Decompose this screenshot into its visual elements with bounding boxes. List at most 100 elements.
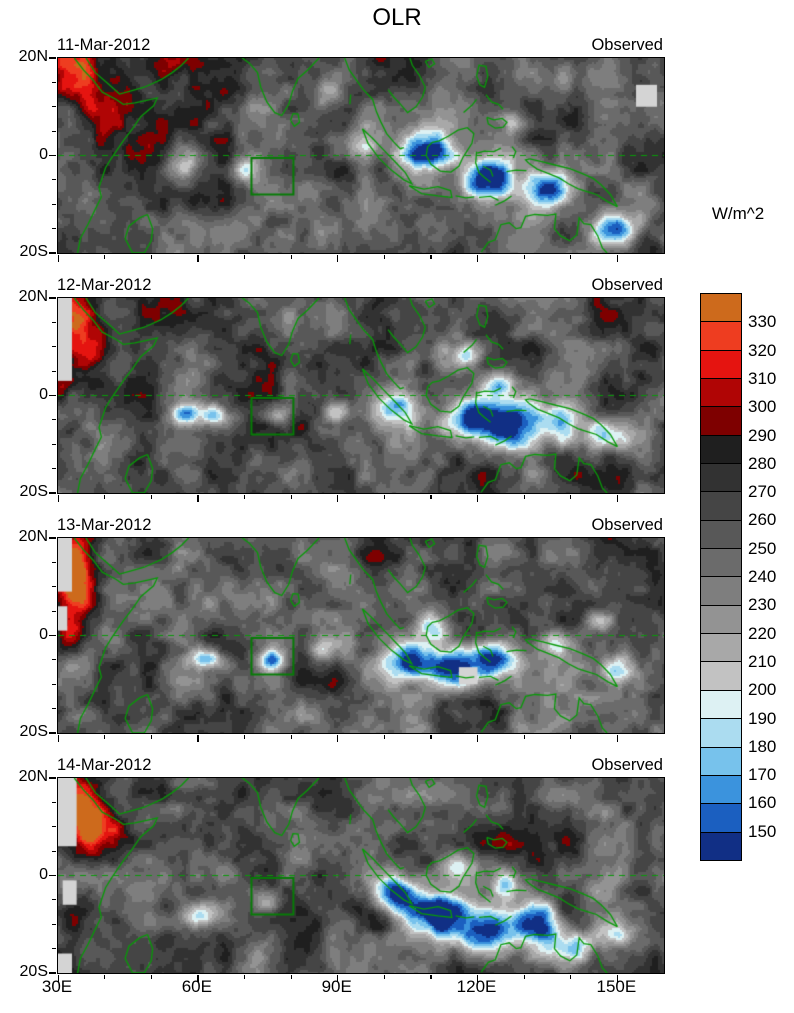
y-axis-tick <box>52 610 57 612</box>
colorbar-segment <box>701 379 741 407</box>
y-axis-tick <box>52 419 57 421</box>
x-axis-tick <box>197 734 199 742</box>
x-axis-tick <box>243 254 246 259</box>
colorbar-segment <box>701 407 741 435</box>
x-axis-tick <box>150 974 152 979</box>
x-axis-label: 30E <box>41 977 73 996</box>
x-axis-label: 150E <box>596 977 637 996</box>
colorbar-unit-label: W/m^2 <box>711 204 765 223</box>
y-axis-label: 0 <box>39 625 48 643</box>
x-axis-tick <box>616 254 619 262</box>
y-axis-tick <box>49 874 57 877</box>
x-axis-tick <box>383 974 385 979</box>
x-axis-label: 60E <box>181 977 212 996</box>
panel-header: 12-Mar-2012 Observed <box>57 275 663 295</box>
x-axis-tick <box>383 494 385 499</box>
x-axis-tick <box>477 494 479 502</box>
colorbar-tick-label: 290 <box>748 425 777 445</box>
x-axis-tick <box>616 494 619 502</box>
colorbar-labels: 330 320 310 300 290 280 270 260 250 240 230 220 210 2… <box>748 293 794 859</box>
panel-source-label: Observed <box>591 756 663 774</box>
y-axis-tick <box>52 826 57 828</box>
colorbar-segment <box>701 605 741 634</box>
x-axis-tick <box>150 254 152 259</box>
x-axis-tick <box>570 254 572 259</box>
colorbar-tick-label: 280 <box>748 453 777 473</box>
x-axis-tick <box>104 734 106 739</box>
y-axis-tick <box>49 777 57 779</box>
x-axis-tick <box>570 734 572 739</box>
y-axis-tick <box>49 252 57 254</box>
olr-contour-canvas <box>58 58 664 253</box>
y-axis-tick <box>52 203 57 205</box>
x-axis-tick <box>57 974 59 982</box>
x-axis-tick <box>430 734 432 739</box>
x-axis-tick <box>337 254 339 262</box>
x-axis-tick <box>197 974 199 982</box>
x-axis-tick <box>570 974 572 979</box>
olr-contour-canvas <box>58 778 664 973</box>
colorbar-tick-label: 230 <box>748 595 777 615</box>
olr-contour-canvas <box>58 298 664 493</box>
colorbar-tick-label: 300 <box>748 397 777 417</box>
x-axis-tick <box>104 254 106 259</box>
x-axis-tick <box>290 254 292 259</box>
colorbar-segment <box>701 322 741 350</box>
x-axis-tick <box>290 734 292 739</box>
colorbar-segment <box>701 577 741 605</box>
y-axis-tick <box>52 443 57 445</box>
colorbar-segment <box>701 520 741 549</box>
colorbar-tick-label: 260 <box>748 510 777 530</box>
y-axis-tick <box>49 154 57 157</box>
colorbar-segment <box>701 350 741 379</box>
x-axis-tick <box>523 494 525 499</box>
colorbar <box>700 293 742 861</box>
x-axis-tick <box>197 494 199 502</box>
y-axis-tick <box>52 850 57 852</box>
x-axis-tick <box>616 974 619 982</box>
y-axis-tick <box>52 370 57 372</box>
x-axis-tick <box>337 974 339 982</box>
y-axis-tick <box>52 468 57 470</box>
colorbar-segment <box>701 464 741 492</box>
x-axis-tick <box>383 734 385 739</box>
panel-source-label: Observed <box>591 36 663 54</box>
colorbar-tick-label: 220 <box>748 623 777 643</box>
y-axis-tick <box>52 899 57 901</box>
y-axis-tick <box>52 561 57 563</box>
colorbar-segment <box>701 747 741 775</box>
x-axis-tick <box>243 494 246 499</box>
olr-contour-canvas <box>58 538 664 733</box>
y-axis-tick <box>52 659 57 661</box>
colorbar-tick-label: 270 <box>748 482 777 502</box>
x-axis-tick <box>523 734 525 739</box>
colorbar-segment <box>701 492 741 520</box>
x-axis-tick <box>243 734 246 739</box>
colorbar-tick-label: 190 <box>748 708 777 728</box>
colorbar-segment <box>701 690 741 719</box>
y-axis-label: 20S <box>19 483 48 500</box>
y-axis-tick <box>52 801 57 803</box>
y-axis-tick <box>52 948 57 950</box>
colorbar-segment <box>701 775 741 804</box>
x-axis-tick <box>57 494 59 502</box>
x-axis-tick <box>616 734 619 742</box>
x-axis-tick <box>430 494 432 499</box>
panel-header: 11-Mar-2012 Observed <box>57 35 663 55</box>
y-axis-label: 20S <box>19 963 48 980</box>
colorbar-tick-label: 320 <box>748 340 777 360</box>
x-axis-tick <box>477 734 479 742</box>
y-axis-tick <box>52 228 57 230</box>
x-axis-tick <box>243 974 246 979</box>
colorbar-tick-label: 170 <box>748 765 777 785</box>
panel-header: 13-Mar-2012 Observed <box>57 515 663 535</box>
x-axis-tick <box>523 974 525 979</box>
y-axis-tick <box>49 394 57 397</box>
colorbar-segment <box>701 832 741 860</box>
x-axis-tick <box>57 254 59 262</box>
x-axis-tick <box>57 734 59 742</box>
map-plot-area <box>49 57 665 262</box>
x-axis-tick <box>477 254 479 262</box>
x-axis-tick <box>197 254 199 262</box>
